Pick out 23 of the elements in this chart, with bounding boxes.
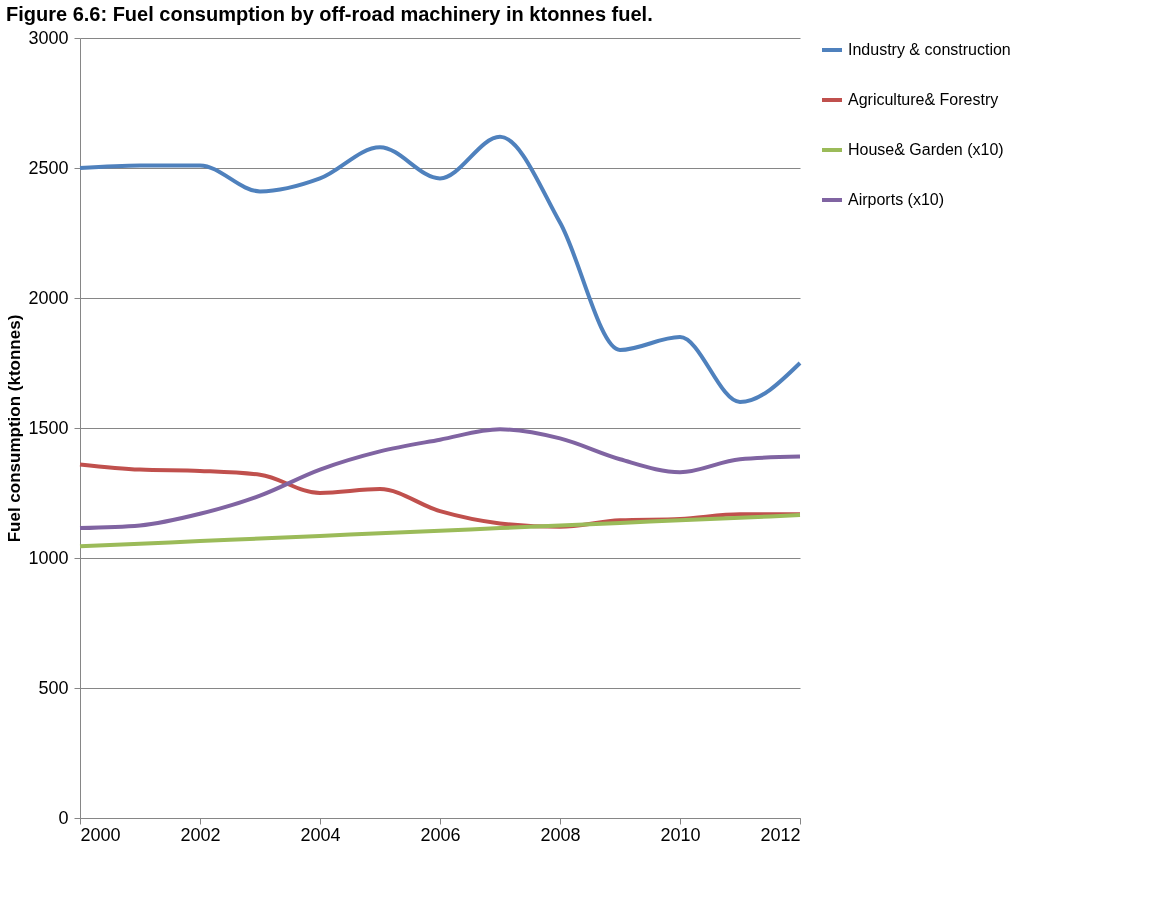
x-tick-label: 2008 [540,824,581,845]
legend-label: House& Garden (x10) [848,141,1004,158]
y-tick-label: 500 [38,677,69,698]
line-series [78,427,802,531]
x-tick-label: 2006 [420,824,461,845]
line-series [78,134,802,404]
y-tick-label: 3000 [28,27,69,48]
chart-title: Figure 6.6: Fuel consumption by off-road machinery in ktonnes fuel. [5,3,653,25]
y-tick-label: 1000 [28,547,69,568]
y-axis-title: Fuel consumption (ktonnes) [5,314,25,543]
line-series [78,513,802,549]
y-tick-label: 2500 [28,157,69,178]
y-tick-label: 2000 [28,287,69,308]
y-tick-label: 1500 [28,417,69,438]
legend-label: Airports (x10) [848,191,945,208]
x-tick-label: 2002 [180,824,221,845]
legend-label: Agriculture& Forestry [848,91,999,108]
x-tick-label: 2000 [80,824,121,845]
x-tick-label: 2010 [660,824,701,845]
y-tick-label: 0 [58,807,69,828]
x-tick-label: 2004 [300,824,341,845]
x-tick-label: 2012 [760,824,801,845]
legend-label: Industry & construction [848,41,1011,58]
